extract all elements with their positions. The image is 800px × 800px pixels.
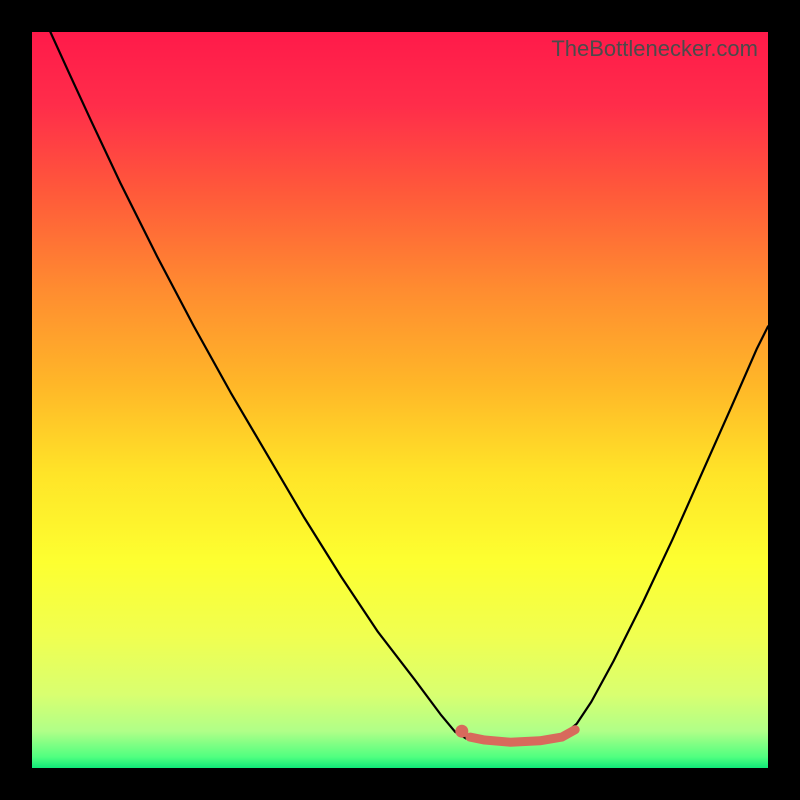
plot-area: TheBottlenecker.com (32, 32, 768, 768)
chart-frame: TheBottlenecker.com (0, 0, 800, 800)
watermark-text: TheBottlenecker.com (551, 36, 758, 62)
gradient-background (32, 32, 768, 768)
